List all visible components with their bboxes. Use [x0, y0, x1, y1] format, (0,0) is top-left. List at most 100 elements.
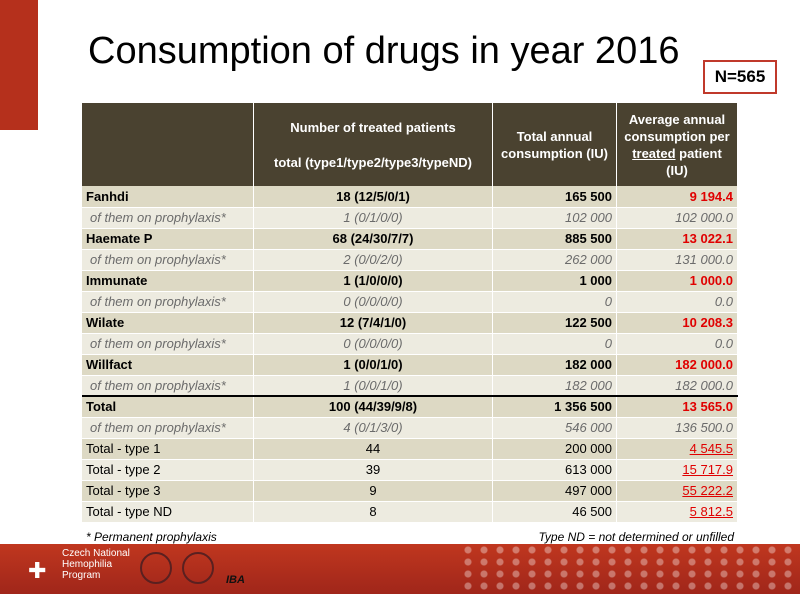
cell-avg: 4 545.5 — [616, 438, 738, 460]
cell-total: 0 — [492, 291, 617, 313]
cell-patients: 1 (0/0/1/0) — [253, 375, 493, 397]
cell-label: Total - type 1 — [82, 438, 254, 460]
header-average: Average annual consumption per treated pa… — [616, 103, 738, 186]
header-patients-line2: total (type1/type2/type3/typeND) — [274, 154, 472, 170]
cell-patients: 18 (12/5/0/1) — [253, 186, 493, 208]
avg-value: 55 222.2 — [682, 483, 733, 498]
cell-avg: 182 000.0 — [616, 354, 738, 376]
cell-avg: 13 022.1 — [616, 228, 738, 250]
footnote-prophylaxis: * Permanent prophylaxis — [86, 530, 217, 544]
table-row: Haemate P 68 (24/30/7/7) 885 500 13 022.1 — [82, 228, 738, 250]
cell-label: Immunate — [82, 270, 254, 292]
cell-total: 497 000 — [492, 480, 617, 502]
cell-avg: 136 500.0 — [616, 417, 738, 439]
table-row: Willfact 1 (0/0/1/0) 182 000 182 000.0 — [82, 354, 738, 376]
cell-label: of them on prophylaxis* — [82, 291, 254, 313]
footnote-type-nd: Type ND = not determined or unfilled — [538, 530, 734, 544]
table-row: Immunate 1 (1/0/0/0) 1 000 1 000.0 — [82, 270, 738, 292]
cell-total: 546 000 — [492, 417, 617, 439]
cell-patients: 2 (0/0/2/0) — [253, 249, 493, 271]
cell-label: Haemate P — [82, 228, 254, 250]
cell-total: 0 — [492, 333, 617, 355]
table-row: of them on prophylaxis* 0 (0/0/0/0) 0 0.0 — [82, 333, 738, 355]
table-row: Total - type ND 8 46 500 5 812.5 — [82, 501, 738, 523]
table-row: Total 100 (44/39/9/8) 1 356 500 13 565.0 — [82, 395, 738, 418]
cell-patients: 1 (1/0/0/0) — [253, 270, 493, 292]
cell-avg: 55 222.2 — [616, 480, 738, 502]
cell-label: of them on prophylaxis* — [82, 375, 254, 397]
header-patients-line1: Number of treated patients — [290, 119, 456, 135]
cell-avg: 15 717.9 — [616, 459, 738, 481]
cell-patients: 1 (0/0/1/0) — [253, 354, 493, 376]
header-avg-post: patient (IU) — [666, 145, 722, 178]
cell-avg: 131 000.0 — [616, 249, 738, 271]
table-row: of them on prophylaxis* 1 (0/0/1/0) 182 00… — [82, 375, 738, 397]
cell-label: Willfact — [82, 354, 254, 376]
table-row: Fanhdi 18 (12/5/0/1) 165 500 9 194.4 — [82, 186, 738, 208]
cell-patients: 68 (24/30/7/7) — [253, 228, 493, 250]
iba-logo: IBA — [226, 574, 245, 586]
cell-total: 200 000 — [492, 438, 617, 460]
cell-patients: 44 — [253, 438, 493, 460]
cell-total: 613 000 — [492, 459, 617, 481]
cell-patients: 12 (7/4/1/0) — [253, 312, 493, 334]
cell-avg: 0.0 — [616, 333, 738, 355]
accent-bar — [0, 0, 38, 130]
cell-patients: 8 — [253, 501, 493, 523]
avg-value: 4 545.5 — [689, 441, 733, 456]
cell-label: Total — [82, 395, 254, 418]
table-row: of them on prophylaxis* 2 (0/0/2/0) 262 00… — [82, 249, 738, 271]
cell-label: Fanhdi — [82, 186, 254, 208]
cell-total: 122 500 — [492, 312, 617, 334]
cell-patients: 39 — [253, 459, 493, 481]
hemophilia-logo-icon: ✚ — [28, 558, 47, 583]
consumption-table: Number of treated patients total (type1/t… — [82, 103, 738, 523]
slide-title: Consumption of drugs in year 2016 — [88, 30, 680, 72]
faculty-seal-icon — [182, 552, 214, 584]
cell-patients: 100 (44/39/9/8) — [253, 395, 493, 418]
avg-value: 5 812.5 — [689, 504, 733, 519]
cell-patients: 0 (0/0/0/0) — [253, 291, 493, 313]
table-row: Wilate 12 (7/4/1/0) 122 500 10 208.3 — [82, 312, 738, 334]
hemophilia-logo-text: Czech National Hemophilia Program — [62, 548, 130, 581]
header-avg-pre: Average annual consumption per — [624, 111, 730, 144]
cell-label: of them on prophylaxis* — [82, 249, 254, 271]
table-row: of them on prophylaxis* 1 (0/1/0/0) 102 00… — [82, 207, 738, 229]
n-badge: N=565 — [703, 60, 777, 94]
cell-total: 885 500 — [492, 228, 617, 250]
table-row: Total - type 3 9 497 000 55 222.2 — [82, 480, 738, 502]
cell-label: Total - type 2 — [82, 459, 254, 481]
cell-patients: 9 — [253, 480, 493, 502]
table-row: Total - type 1 44 200 000 4 545.5 — [82, 438, 738, 460]
decorative-dots — [460, 544, 800, 594]
cell-total: 1 356 500 — [492, 395, 617, 418]
cell-label: of them on prophylaxis* — [82, 333, 254, 355]
university-seal-icon — [140, 552, 172, 584]
footer-band: ✚ Czech National Hemophilia Program IBA — [0, 544, 800, 594]
cell-avg: 9 194.4 — [616, 186, 738, 208]
cell-avg: 102 000.0 — [616, 207, 738, 229]
cell-label: Total - type 3 — [82, 480, 254, 502]
logo-line1: Czech National — [62, 548, 130, 559]
header-total: Total annual consumption (IU) — [492, 103, 617, 186]
cell-avg: 5 812.5 — [616, 501, 738, 523]
cell-label: Wilate — [82, 312, 254, 334]
logo-line2: Hemophilia — [62, 559, 113, 570]
cell-patients: 1 (0/1/0/0) — [253, 207, 493, 229]
cell-patients: 0 (0/0/0/0) — [253, 333, 493, 355]
logo-line3: Program — [62, 570, 101, 581]
cell-total: 46 500 — [492, 501, 617, 523]
avg-value: 15 717.9 — [682, 462, 733, 477]
cell-total: 1 000 — [492, 270, 617, 292]
cell-label: of them on prophylaxis* — [82, 417, 254, 439]
cell-avg: 182 000.0 — [616, 375, 738, 397]
cell-avg: 13 565.0 — [616, 395, 738, 418]
cell-total: 262 000 — [492, 249, 617, 271]
cell-total: 182 000 — [492, 354, 617, 376]
cell-total: 182 000 — [492, 375, 617, 397]
cell-label: Total - type ND — [82, 501, 254, 523]
header-drug — [82, 103, 254, 186]
cell-patients: 4 (0/1/3/0) — [253, 417, 493, 439]
table-row: of them on prophylaxis* 4 (0/1/3/0) 546 00… — [82, 417, 738, 439]
cell-label: of them on prophylaxis* — [82, 207, 254, 229]
